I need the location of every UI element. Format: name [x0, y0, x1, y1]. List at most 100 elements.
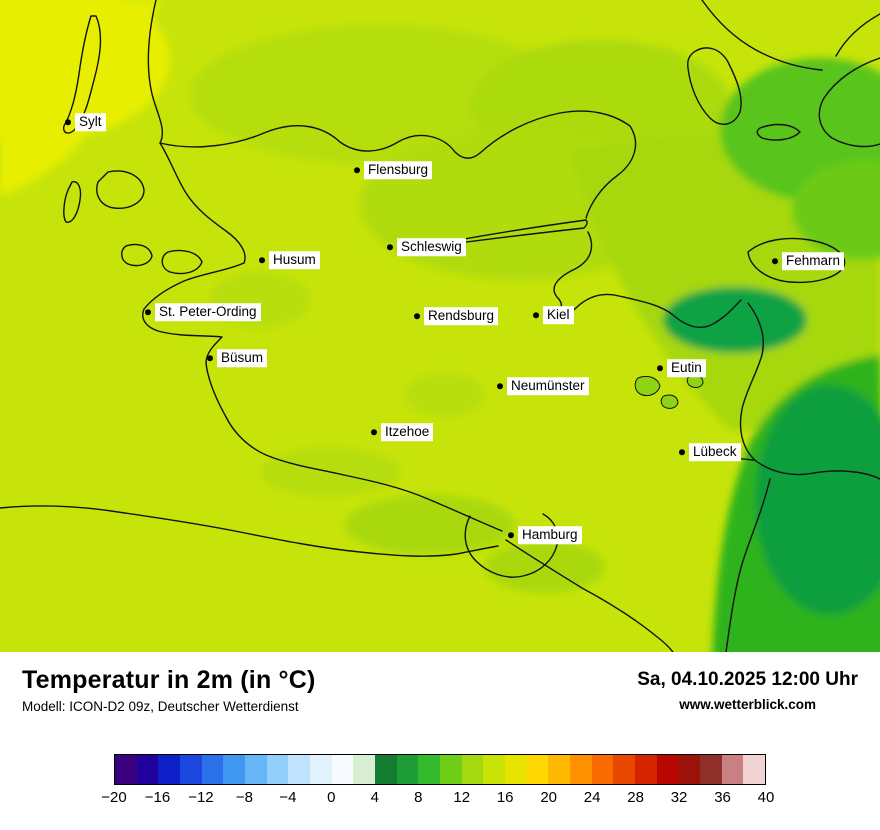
city-marker: St. Peter-Ording	[145, 303, 261, 321]
city-label: Fehmarn	[782, 252, 845, 270]
colorbar-cell	[591, 755, 614, 784]
foehr-island	[96, 170, 145, 209]
city-label: Schleswig	[397, 238, 466, 256]
colorbar-cell	[288, 755, 311, 784]
colorbar-cell	[353, 755, 376, 784]
colorbar-cell	[656, 755, 679, 784]
city-label: Itzehoe	[381, 423, 434, 441]
colorbar-cell	[158, 755, 181, 784]
city-label: Rendsburg	[424, 307, 499, 325]
city-marker: Lübeck	[679, 443, 741, 461]
city-label: Sylt	[75, 113, 106, 131]
colorbar-tick-label: 16	[496, 789, 514, 806]
colorbar-tick-label: −20	[101, 789, 127, 806]
city-dot-icon	[533, 311, 539, 318]
colorbar-tick-label: 40	[757, 789, 775, 806]
colorbar-tick-label: 36	[714, 789, 731, 806]
city-marker: Hamburg	[508, 526, 582, 544]
city-marker: Kiel	[533, 306, 574, 324]
city-label: Büsum	[217, 349, 268, 367]
colorbar-cell	[266, 755, 289, 784]
colorbar-cell	[635, 755, 657, 784]
city-marker: Rendsburg	[414, 307, 499, 325]
colorbar-cell	[526, 755, 549, 784]
city-label: Hamburg	[518, 526, 582, 544]
colorbar-tick-label: −16	[144, 789, 171, 806]
city-marker: Husum	[259, 251, 320, 269]
nordstrand-island	[161, 249, 203, 275]
colorbar	[114, 754, 766, 785]
als-island	[687, 47, 742, 125]
sylt-island	[62, 15, 102, 134]
colorbar-cell	[180, 755, 202, 784]
colorbar-cell	[136, 755, 159, 784]
city-label: Eutin	[667, 359, 706, 377]
colorbar-cell	[743, 755, 766, 784]
colorbar-cell	[201, 755, 224, 784]
lakes	[634, 374, 704, 409]
city-label: Flensburg	[364, 161, 433, 179]
city-marker: Itzehoe	[371, 423, 434, 441]
city-marker: Sylt	[65, 113, 106, 131]
colorbar-cell	[721, 755, 744, 784]
colorbar-tick-label: 28	[627, 789, 644, 806]
temperature-field-patches	[0, 0, 880, 652]
colorbar-cell	[375, 755, 397, 784]
colorbar-tick-label: 12	[453, 789, 471, 806]
temperature-legend: −20 −16 −12 −8 −4 0 4 8 12 16 20 24 28 32 36 40	[101, 754, 774, 811]
city-dot-icon	[259, 256, 265, 263]
colorbar-cell	[483, 755, 506, 784]
city-dot-icon	[657, 364, 663, 371]
city-dot-icon	[145, 308, 151, 315]
colorbar-tick-label: 20	[540, 789, 557, 806]
colorbar-cell	[245, 755, 267, 784]
colorbar-cell	[223, 755, 246, 784]
city-label: Neumünster	[507, 377, 589, 395]
colorbar-tick-label: 4	[370, 789, 379, 806]
city-marker: Flensburg	[354, 161, 433, 179]
city-marker: Büsum	[207, 349, 268, 367]
city-label: St. Peter-Ording	[155, 303, 261, 321]
city-marker: Fehmarn	[772, 252, 845, 270]
city-dot-icon	[772, 257, 778, 264]
city-dot-icon	[508, 531, 514, 538]
colorbar-cell	[331, 755, 354, 784]
city-dot-icon	[414, 312, 420, 319]
colorbar-cell	[700, 755, 722, 784]
colorbar-cell	[418, 755, 441, 784]
colorbar-cell	[440, 755, 462, 784]
city-label: Kiel	[543, 306, 574, 324]
colorbar-tick-label: 24	[583, 789, 601, 806]
temperature-map-svg	[0, 0, 880, 652]
map-area: Sylt Flensburg Schleswig Husum Fehmarn St. Pe…	[0, 0, 880, 652]
model-info: Modell: ICON-D2 09z, Deutscher Wetterdie…	[22, 699, 299, 714]
forecast-datetime: Sa, 04.10.2025 12:00 Uhr	[637, 669, 858, 690]
colorbar-tick-label: 32	[670, 789, 688, 806]
city-dot-icon	[354, 166, 360, 173]
colorbar-cell	[115, 755, 137, 784]
colorbar-cell	[505, 755, 527, 784]
city-layer: Sylt Flensburg Schleswig Husum Fehmarn St. Pe…	[65, 113, 845, 544]
colorbar-cell	[570, 755, 592, 784]
map-footer: Temperatur in 2m (in °C) Modell: ICON-D2…	[0, 652, 880, 811]
colorbar-cell	[613, 755, 636, 784]
colorbar-cell	[548, 755, 571, 784]
colorbar-tick-label: −4	[279, 789, 297, 806]
city-dot-icon	[207, 354, 213, 361]
city-label: Husum	[269, 251, 320, 269]
colorbar-cell	[461, 755, 484, 784]
city-dot-icon	[387, 243, 393, 250]
city-dot-icon	[497, 382, 503, 389]
city-marker: Schleswig	[387, 238, 466, 256]
colorbar-tick-label: −8	[235, 789, 253, 806]
pellworm-island	[121, 243, 153, 267]
city-label: Lübeck	[689, 443, 741, 461]
city-dot-icon	[679, 448, 685, 455]
colorbar-cell	[678, 755, 701, 784]
colorbar-ticks: −20 −16 −12 −8 −4 0 4 8 12 16 20 24 28 32 36 40	[101, 789, 774, 811]
amrum-island	[63, 181, 82, 223]
colorbar-cell	[396, 755, 419, 784]
city-dot-icon	[371, 428, 377, 435]
city-marker: Neumünster	[497, 377, 589, 395]
